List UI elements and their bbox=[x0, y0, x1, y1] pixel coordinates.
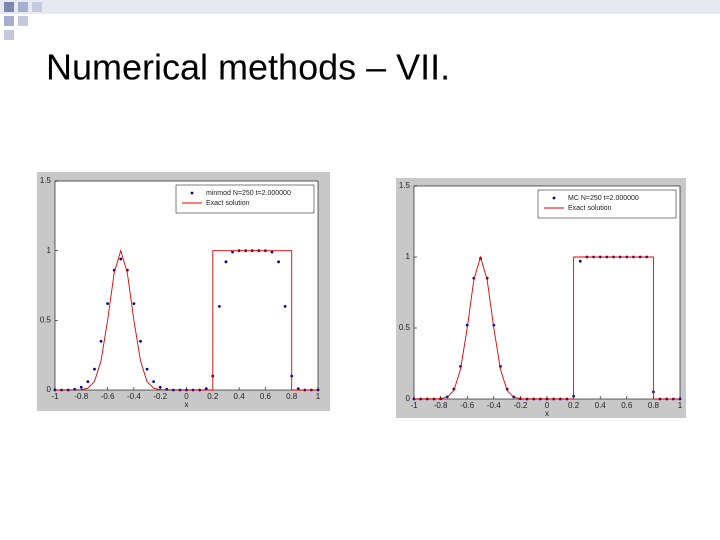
x-tick-label: -0.8 bbox=[434, 401, 448, 410]
data-point bbox=[106, 302, 109, 306]
x-tick-label: 0.6 bbox=[621, 401, 633, 410]
x-tick-label: 0.2 bbox=[207, 392, 219, 401]
line bbox=[54, 249, 318, 391]
y-tick-label: 1.5 bbox=[40, 176, 52, 185]
y-tick-label: 1.5 bbox=[399, 181, 411, 190]
plot-area bbox=[54, 180, 319, 391]
y-tick-label: 0 bbox=[47, 385, 52, 394]
x-tick-label: -0.2 bbox=[514, 401, 528, 410]
x-axis-label: x bbox=[185, 400, 189, 409]
legend-label: minmod N=250 t=2.000000 bbox=[206, 190, 291, 197]
data-point bbox=[132, 302, 136, 306]
legend-box bbox=[537, 189, 677, 219]
data-point bbox=[145, 367, 149, 371]
data-point bbox=[152, 380, 156, 384]
chart: -1 -0.8 -0.6 -0.4 -0.2 0 0.2 0.4 0.6 0.8 1 0 0.5 1 1.5… bbox=[37, 172, 330, 411]
data-point bbox=[217, 305, 221, 308]
data-point bbox=[296, 387, 300, 391]
header-decoration bbox=[0, 0, 720, 40]
data-point bbox=[224, 260, 228, 264]
x-tick-label: -1 bbox=[51, 392, 59, 401]
x-tick-label: 1 bbox=[678, 401, 683, 410]
x-tick-label: 0.4 bbox=[595, 401, 607, 410]
legend-marker bbox=[190, 191, 194, 195]
data-point bbox=[578, 259, 582, 263]
legend-box bbox=[175, 184, 315, 214]
data-point bbox=[204, 387, 208, 391]
y-tick-label: 1 bbox=[47, 246, 52, 255]
data-point bbox=[139, 339, 142, 343]
x-tick-label: -0.6 bbox=[101, 392, 115, 401]
data-point bbox=[270, 250, 274, 254]
line bbox=[413, 255, 680, 400]
x-tick-label: 0.2 bbox=[568, 401, 580, 410]
data-point bbox=[86, 380, 90, 384]
x-tick-label: -0.2 bbox=[153, 392, 167, 401]
y-tick-label: 0.5 bbox=[399, 323, 411, 332]
x-tick-label: 0.6 bbox=[260, 392, 272, 401]
x-tick-label: -0.6 bbox=[460, 401, 474, 410]
chart: -1 -0.8 -0.6 -0.4 -0.2 0 0.2 0.4 0.6 0.8 1 0 0.5 1 1.5… bbox=[396, 178, 686, 418]
y-tick-label: 0 bbox=[406, 394, 411, 403]
x-tick-label: -0.4 bbox=[487, 401, 501, 410]
slide-title: Numerical methods – VII. bbox=[46, 47, 450, 88]
y-tick-label: 0.5 bbox=[40, 315, 52, 324]
x-tick-label: -1 bbox=[410, 401, 418, 410]
x-tick-label: -0.8 bbox=[74, 392, 88, 401]
x-axis-label: x bbox=[545, 409, 549, 418]
data-point bbox=[283, 305, 287, 308]
legend-label: Exact solution bbox=[568, 205, 612, 212]
data-point bbox=[73, 387, 77, 391]
data-point bbox=[99, 339, 103, 343]
data-point bbox=[79, 385, 83, 389]
data-point bbox=[231, 250, 234, 254]
x-tick-label: 0.4 bbox=[234, 392, 246, 401]
x-tick-label: 0 bbox=[545, 401, 550, 410]
data-point bbox=[119, 257, 123, 261]
x-tick-label: 0.8 bbox=[648, 401, 660, 410]
legend-marker bbox=[552, 196, 556, 200]
legend-label: MC N=250 t=2.000000 bbox=[568, 195, 639, 202]
y-tick-label: 1 bbox=[406, 252, 411, 261]
data-point bbox=[158, 385, 162, 389]
x-tick-label: 0 bbox=[184, 392, 189, 401]
x-tick-label: 1 bbox=[316, 392, 321, 401]
legend-label: Exact solution bbox=[206, 200, 250, 207]
x-tick-label: 0.8 bbox=[286, 392, 298, 401]
plot-area bbox=[413, 185, 681, 400]
x-tick-label: -0.4 bbox=[127, 392, 141, 401]
data-point bbox=[93, 367, 96, 371]
data-point bbox=[277, 260, 280, 264]
